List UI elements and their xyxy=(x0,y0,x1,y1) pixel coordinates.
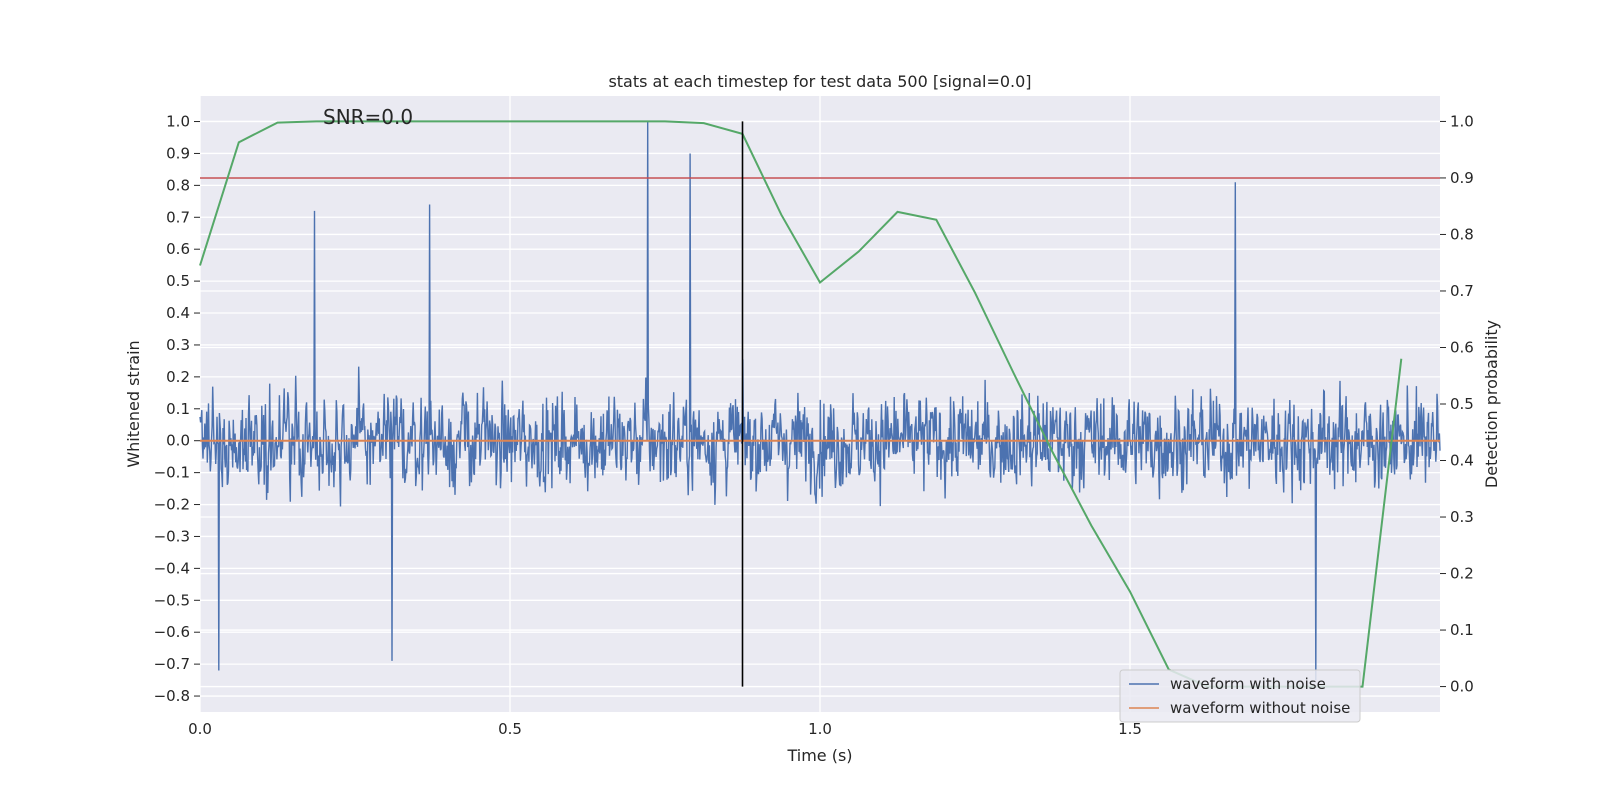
y-right-tick-label: 0.5 xyxy=(1450,395,1474,413)
y-right-tick-label: 1.0 xyxy=(1450,112,1474,130)
y-right-tick-label: 0.0 xyxy=(1450,678,1474,696)
y-left-tick-label: −0.2 xyxy=(154,496,190,514)
y-right-tick-label: 0.6 xyxy=(1450,338,1474,356)
y-left-tick-label: 0.6 xyxy=(166,240,190,258)
legend-label-clean: waveform without noise xyxy=(1170,699,1350,717)
y-left-tick-label: −0.4 xyxy=(154,559,190,577)
y-left-tick-label: −0.5 xyxy=(154,591,190,609)
y-left-tick-label: 0.3 xyxy=(166,336,190,354)
y-right-tick-label: 0.3 xyxy=(1450,508,1474,526)
y-right-tick-label: 0.9 xyxy=(1450,169,1474,187)
axes: 0.0 0.5 1.0 1.5 1.0 0.9 0.8 0.7 0.6 0.5 0.4 0.3 0.2 0… xyxy=(154,112,1474,738)
y-right-tick-label: 0.8 xyxy=(1450,225,1474,243)
x-axis-label: Time (s) xyxy=(786,746,852,765)
y-left-tick-label: −0.3 xyxy=(154,527,190,545)
y-left-tick-label: 0.5 xyxy=(166,272,190,290)
x-tick-label: 1.0 xyxy=(808,720,832,738)
y-left-tick-label: 0.1 xyxy=(166,400,190,418)
y-left-tick-label: 0.8 xyxy=(166,176,190,194)
legend: waveform with noise waveform without noi… xyxy=(1119,669,1361,723)
snr-annotation: SNR=0.0 xyxy=(323,105,413,129)
y-left-tick-label: −0.6 xyxy=(154,623,190,641)
y-left-tick-label: 0.9 xyxy=(166,144,190,162)
y-left-tick-label: 0.7 xyxy=(166,208,190,226)
y-left-tick-label: 1.0 xyxy=(166,113,190,131)
x-tick-label: 0.5 xyxy=(498,720,522,738)
y-left-tick-label: −0.7 xyxy=(154,655,190,673)
legend-label-noise: waveform with noise xyxy=(1170,675,1326,693)
y-left-tick-label: −0.8 xyxy=(154,687,190,705)
y-axis-label-left: Whitened strain xyxy=(124,340,143,467)
y-axis-label-right: Detection probability xyxy=(1482,320,1501,488)
y-left-tick-label: 0.0 xyxy=(166,432,190,450)
y-right-tick-label: 0.2 xyxy=(1450,565,1474,583)
legend-box xyxy=(1119,669,1361,723)
x-tick-label: 0.0 xyxy=(188,720,212,738)
y-right-tick-label: 0.7 xyxy=(1450,282,1474,300)
y-right-tick-label: 0.4 xyxy=(1450,452,1474,470)
y-left-tick-label: −0.1 xyxy=(154,464,190,482)
series-waveform-with-noise xyxy=(199,121,1441,681)
y-left-tick-label: 0.4 xyxy=(166,304,190,322)
x-tick-label: 1.5 xyxy=(1118,720,1142,738)
y-left-tick-label: 0.2 xyxy=(166,368,190,386)
chart-title: stats at each timestep for test data 500… xyxy=(608,72,1031,91)
y-right-tick-label: 0.1 xyxy=(1450,621,1474,639)
